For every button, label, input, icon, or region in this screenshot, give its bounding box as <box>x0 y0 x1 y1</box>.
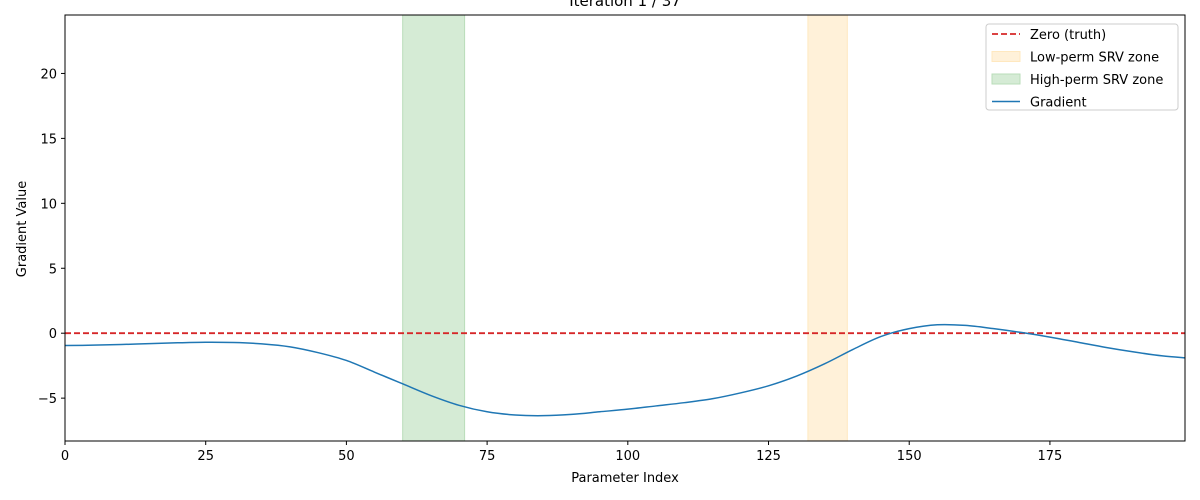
legend-high-perm-zone-label: High-perm SRV zone <box>1030 73 1163 88</box>
legend-low-perm-zone-swatch <box>991 51 1021 62</box>
x-tick-label: 0 <box>61 449 69 464</box>
y-tick-label: 20 <box>40 67 57 82</box>
plot-frame <box>64 14 1186 442</box>
legend: Zero (truth) Low-perm SRV zone High-perm S… <box>985 23 1179 111</box>
x-tick-label: 125 <box>756 449 781 464</box>
legend-box <box>985 23 1179 111</box>
x-axis-label: Parameter Index <box>571 471 679 486</box>
chart-title: Iteration 1 / 37 <box>569 0 681 10</box>
x-ticks: 0 25 50 75 100 125 150 175 <box>61 441 1062 464</box>
srv-zone-0 <box>807 14 848 442</box>
y-tick-label: 15 <box>40 132 57 147</box>
srv-zone-1 <box>402 14 466 442</box>
axes <box>64 14 1186 442</box>
legend-high-perm-zone-swatch <box>991 73 1021 85</box>
x-tick-label: 50 <box>338 449 355 464</box>
x-tick-label: 25 <box>197 449 214 464</box>
x-tick-label: 75 <box>479 449 496 464</box>
x-tick-label: 100 <box>615 449 640 464</box>
legend-low-perm-zone-label: Low-perm SRV zone <box>1030 51 1159 66</box>
x-tick-label: 175 <box>1038 449 1063 464</box>
legend-zero-truth-label: Zero (truth) <box>1030 28 1106 43</box>
y-ticks: −5 0 5 10 15 20 <box>38 67 65 407</box>
y-tick-label: 5 <box>49 262 57 277</box>
gradient-series-line <box>64 323 1186 417</box>
srv-zones <box>402 14 848 442</box>
y-tick-label: 10 <box>40 197 57 212</box>
y-tick-label: −5 <box>38 392 57 407</box>
y-tick-label: 0 <box>49 327 57 342</box>
legend-gradient-label: Gradient <box>1030 96 1087 111</box>
y-axis-label: Gradient Value <box>15 181 30 277</box>
x-tick-label: 150 <box>897 449 922 464</box>
series-group <box>64 323 1186 417</box>
